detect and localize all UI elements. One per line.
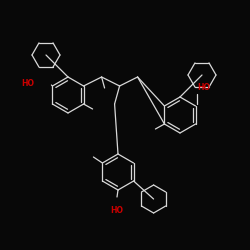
Text: HO: HO <box>110 206 124 215</box>
Text: HO: HO <box>22 80 35 88</box>
Text: HO: HO <box>198 83 210 92</box>
